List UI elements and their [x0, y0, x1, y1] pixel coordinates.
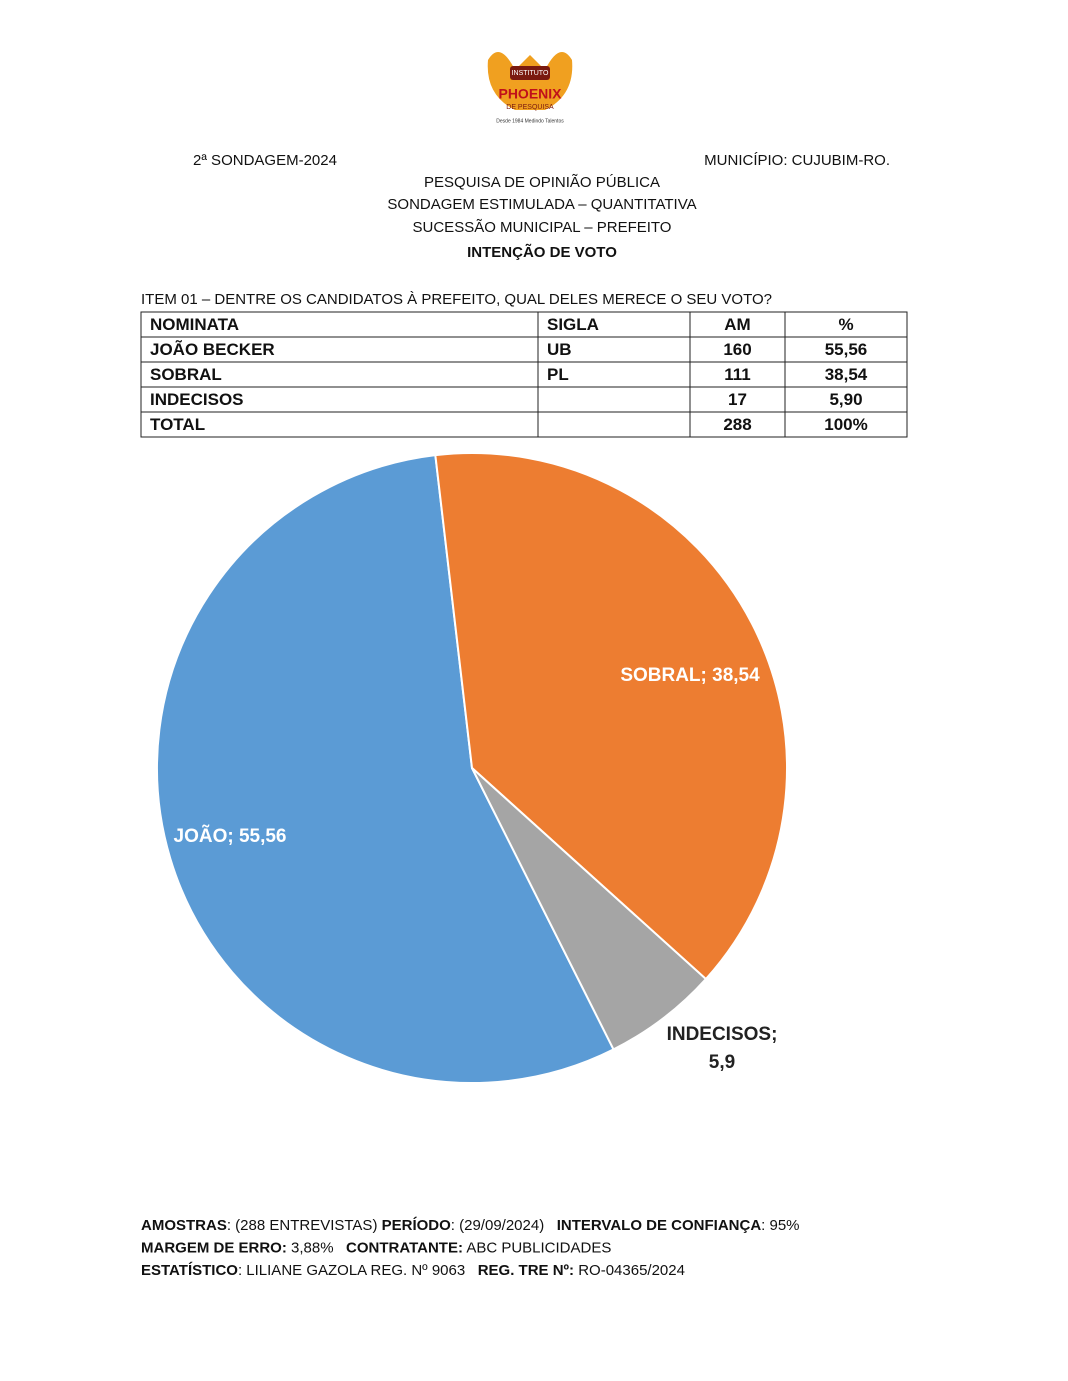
data-label: SOBRAL; 38,54: [620, 665, 760, 686]
logo-badge: [510, 66, 550, 80]
logo-tagline: Desde 1984 Medindo Talentos: [496, 118, 564, 124]
footer-segment: ESTATÍSTICO: [141, 1262, 238, 1279]
footer-segment: RO-04365/2024: [574, 1262, 685, 1279]
pie-chart: JOÃO; 55,56 SOBRAL; 38,54 INDECISOS; 5,9: [156, 452, 788, 1085]
table-cell: [537, 411, 691, 438]
footer-segment: INTERVALO DE CONFIANÇA: [557, 1217, 762, 1234]
cell-text: INDECISOS: [150, 390, 244, 409]
logo-sub: DE PESQUISA: [506, 104, 554, 111]
footer-segment: : (288 ENTREVISTAS): [227, 1217, 382, 1234]
pie-slice: [156, 454, 615, 1085]
cell-text: 55,56: [825, 340, 868, 359]
survey-round: 2ª SONDAGEM-2024: [193, 152, 337, 169]
footer-segment: : LILIANE GAZOLA REG. Nº 9063: [238, 1262, 478, 1279]
footer-segment: AMOSTRAS: [141, 1217, 227, 1234]
header-line: SONDAGEM ESTIMULADA – QUANTITATIVA: [387, 196, 696, 213]
footer: AMOSTRAS: (288 ENTREVISTAS) PERÍODO: (29…: [141, 1217, 800, 1279]
footer-segment: REG. TRE Nº:: [478, 1262, 574, 1279]
logo-name: PHOENIX: [498, 86, 562, 102]
cell-text: 5,90: [829, 390, 862, 409]
footer-segment: PERÍODO: [382, 1217, 452, 1234]
footer-segment: MARGEM DE ERRO:: [141, 1239, 287, 1256]
cell-text: AM: [724, 315, 750, 334]
pie-slice: [471, 767, 708, 1051]
municipality: MUNICÍPIO: CUJUBIM-RO.: [704, 152, 890, 169]
header-line: PESQUISA DE OPINIÃO PÚBLICA: [424, 174, 660, 191]
logo-top: INSTITUTO: [512, 70, 549, 77]
logo: INSTITUTO PHOENIX DE PESQUISA Desde 1984…: [487, 52, 573, 124]
cell-text: NOMINATA: [150, 315, 239, 334]
logo-wings: [487, 52, 573, 110]
cell-text: SOBRAL: [150, 365, 222, 384]
header-line: SUCESSÃO MUNICIPAL – PREFEITO: [413, 219, 672, 236]
cell-text: 38,54: [825, 365, 868, 384]
pie-slice: [434, 452, 788, 981]
footer-segment: 3,88%: [287, 1239, 346, 1256]
cell-text: 160: [723, 340, 751, 359]
footer-segment: : (29/09/2024): [451, 1217, 557, 1234]
cell-text: TOTAL: [150, 415, 205, 434]
header-title: INTENÇÃO DE VOTO: [467, 243, 617, 261]
table-cell: [784, 411, 908, 438]
footer-line: ESTATÍSTICO: LILIANE GAZOLA REG. Nº 9063…: [141, 1262, 685, 1279]
cell-text: %: [838, 315, 853, 334]
footer-line: MARGEM DE ERRO: 3,88% CONTRATANTE: ABC P…: [141, 1239, 611, 1256]
table-cell: [537, 386, 691, 413]
footer-line: AMOSTRAS: (288 ENTREVISTAS) PERÍODO: (29…: [141, 1217, 800, 1234]
question: ITEM 01 – DENTRE OS CANDIDATOS À PREFEIT…: [141, 291, 772, 308]
cell-text: 288: [723, 415, 751, 434]
cell-text: SIGLA: [547, 315, 599, 334]
data-label: JOÃO; 55,56: [174, 825, 287, 847]
cell-text: PL: [547, 365, 569, 384]
cell-text: 100%: [824, 415, 867, 434]
cell-text: JOÃO BECKER: [150, 339, 275, 359]
cell-text: 17: [728, 390, 747, 409]
data-label: INDECISOS; 5,9: [667, 1024, 778, 1073]
cell-text: UB: [547, 340, 572, 359]
cell-text: 111: [724, 365, 751, 384]
footer-segment: CONTRATANTE:: [346, 1239, 463, 1256]
table: NOMINATA SIGLA AM % JOÃO BECKER UB 160 55,56 SOB…: [140, 311, 908, 438]
footer-segment: : 95%: [761, 1217, 799, 1234]
footer-segment: ABC PUBLICIDADES: [463, 1239, 611, 1256]
